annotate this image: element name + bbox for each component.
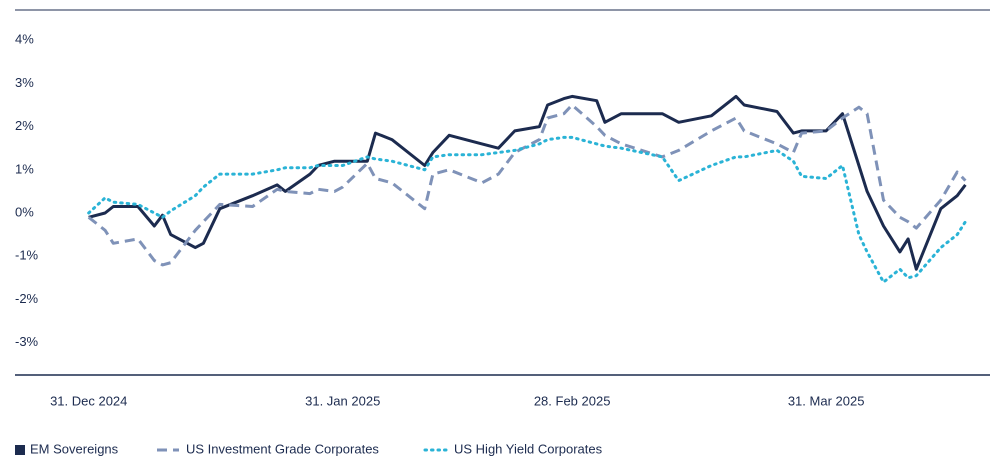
y-tick-label: -3% <box>15 334 39 349</box>
y-tick-label: 2% <box>15 118 34 133</box>
x-tick-label: 31. Jan 2025 <box>305 393 380 408</box>
y-tick-label: 3% <box>15 75 34 90</box>
legend-label: US Investment Grade Corporates <box>186 441 379 456</box>
y-tick-label: 0% <box>15 204 34 219</box>
y-tick-label: -1% <box>15 248 39 263</box>
y-tick-label: 4% <box>15 32 34 47</box>
x-tick-label: 31. Dec 2024 <box>50 393 127 408</box>
line-series <box>88 94 967 271</box>
y-tick-label: 1% <box>15 161 34 176</box>
x-tick-label: 28. Feb 2025 <box>534 393 611 408</box>
x-tick-label: 31. Mar 2025 <box>788 393 865 408</box>
legend-label: EM Sovereigns <box>30 441 119 456</box>
line-series <box>87 135 967 284</box>
legend-marker <box>15 445 25 455</box>
legend-label: US High Yield Corporates <box>454 441 603 456</box>
y-tick-label: -2% <box>15 291 39 306</box>
